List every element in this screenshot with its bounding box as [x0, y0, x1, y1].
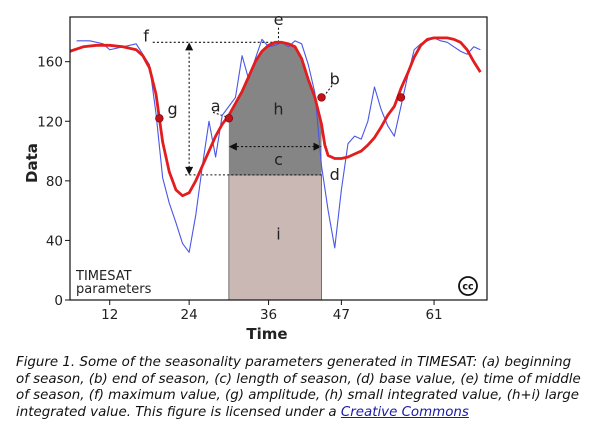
x-tick-label: 47 — [333, 307, 350, 323]
season-markers — [155, 93, 406, 123]
annotation-h: h — [273, 99, 283, 118]
y-axis-label: Data — [23, 143, 41, 183]
timesat-chart: 0 40 80 120 160 12 24 36 47 61 a b c d e f g h i Time Dat… — [23, 10, 488, 343]
integrated-regions — [228, 42, 322, 301]
inset-label-line-2: parameters — [76, 282, 152, 297]
caption-text: Figure 1. Some of the seasonality parame… — [16, 355, 581, 420]
annotation-a: a — [211, 96, 221, 115]
season-marker-3 — [396, 93, 406, 102]
amplitude-arrow-down — [185, 166, 194, 175]
annotation-f: f — [143, 26, 149, 45]
annotation-b: b — [330, 70, 340, 89]
amplitude-arrow-up — [185, 42, 194, 51]
annotation-c: c — [274, 150, 283, 169]
region-i-large-integral — [228, 174, 322, 301]
x-tick-label: 36 — [260, 307, 277, 323]
figure-caption: Figure 1. Some of the seasonality parame… — [16, 355, 588, 421]
x-axis-label: Time — [246, 325, 287, 343]
series-layer — [69, 36, 482, 253]
creative-commons-link[interactable]: Creative Commons — [340, 404, 469, 420]
season-marker-2 — [317, 93, 326, 102]
annotations: a b c d e f g h i — [143, 10, 340, 243]
annotation-d: d — [330, 165, 340, 184]
inset-label-line-1: TIMESAT — [75, 269, 132, 284]
cc-badge-circle — [458, 276, 478, 296]
reference-lines — [152, 25, 333, 176]
y-tick-label: 0 — [54, 293, 63, 309]
annotation-e: e — [274, 10, 284, 29]
x-tick-label: 12 — [101, 307, 118, 323]
season-length-arrow-left — [228, 142, 237, 151]
season-marker-1 — [224, 114, 234, 123]
cc-badge-text: cc — [462, 282, 473, 293]
x-tick-label: 61 — [425, 307, 442, 323]
annotation-i: i — [276, 224, 280, 243]
annotation-g: g — [168, 99, 178, 118]
y-tick-label: 120 — [37, 114, 63, 130]
creative-commons-badge: cc — [458, 276, 478, 296]
region-h-small-integral — [228, 42, 322, 175]
y-tick-label: 80 — [46, 174, 63, 190]
y-tick-label: 160 — [37, 55, 63, 71]
y-tick-label: 40 — [46, 233, 63, 249]
x-tick-label: 24 — [181, 307, 198, 323]
raw-data-line — [76, 37, 481, 253]
fitted-curve-line — [69, 36, 482, 198]
season-marker-0 — [155, 114, 164, 123]
season-length-arrow-right — [313, 142, 322, 151]
plot-frame — [69, 16, 488, 301]
axis-ticks: 0 40 80 120 160 12 24 36 47 61 — [37, 55, 442, 323]
